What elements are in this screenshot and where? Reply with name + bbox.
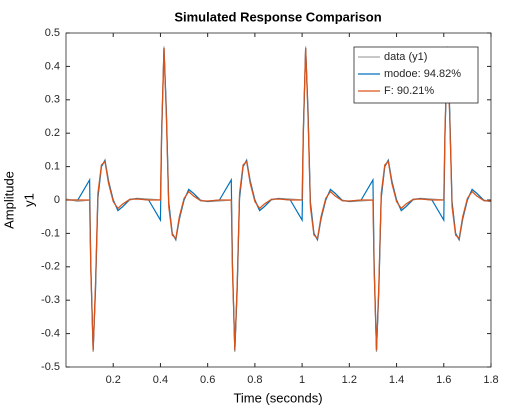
y-axis-label: y1: [21, 193, 36, 207]
y-tick-label: -0.1: [41, 227, 60, 239]
legend-label: modoe: 94.82%: [384, 68, 461, 80]
y-tick-label: 0.1: [45, 161, 60, 173]
y-tick-label: -0.5: [41, 361, 60, 373]
x-tick-label: 1.2: [342, 374, 357, 386]
y-tick-label: 0: [54, 194, 60, 206]
x-tick-label: 0.4: [153, 374, 168, 386]
outer-y-label: Amplitude: [1, 171, 16, 229]
y-tick-label: -0.3: [41, 294, 60, 306]
y-tick-label: 0.4: [45, 60, 60, 72]
y-tick-label: 0.5: [45, 27, 60, 39]
y-tick-label: -0.2: [41, 261, 60, 273]
x-tick-label: 0.2: [106, 374, 121, 386]
x-tick-label: 0.8: [247, 374, 262, 386]
y-tick-label: 0.2: [45, 127, 60, 139]
x-tick-label: 1: [299, 374, 305, 386]
y-tick-label: 0.3: [45, 94, 60, 106]
legend-label: data (y1): [384, 51, 427, 63]
x-axis-label: Time (seconds): [233, 390, 322, 405]
y-tick-label: -0.4: [41, 328, 60, 340]
x-tick-label: 1.4: [389, 374, 404, 386]
legend-label: F: 90.21%: [384, 85, 434, 97]
x-tick-label: 0.6: [200, 374, 215, 386]
chart-title: Simulated Response Comparison: [174, 9, 381, 24]
x-tick-label: 1.8: [483, 374, 498, 386]
series-line: [66, 48, 492, 351]
legend-box: [353, 46, 479, 104]
axes-box: [65, 32, 492, 368]
x-tick-label: 1.6: [436, 374, 451, 386]
